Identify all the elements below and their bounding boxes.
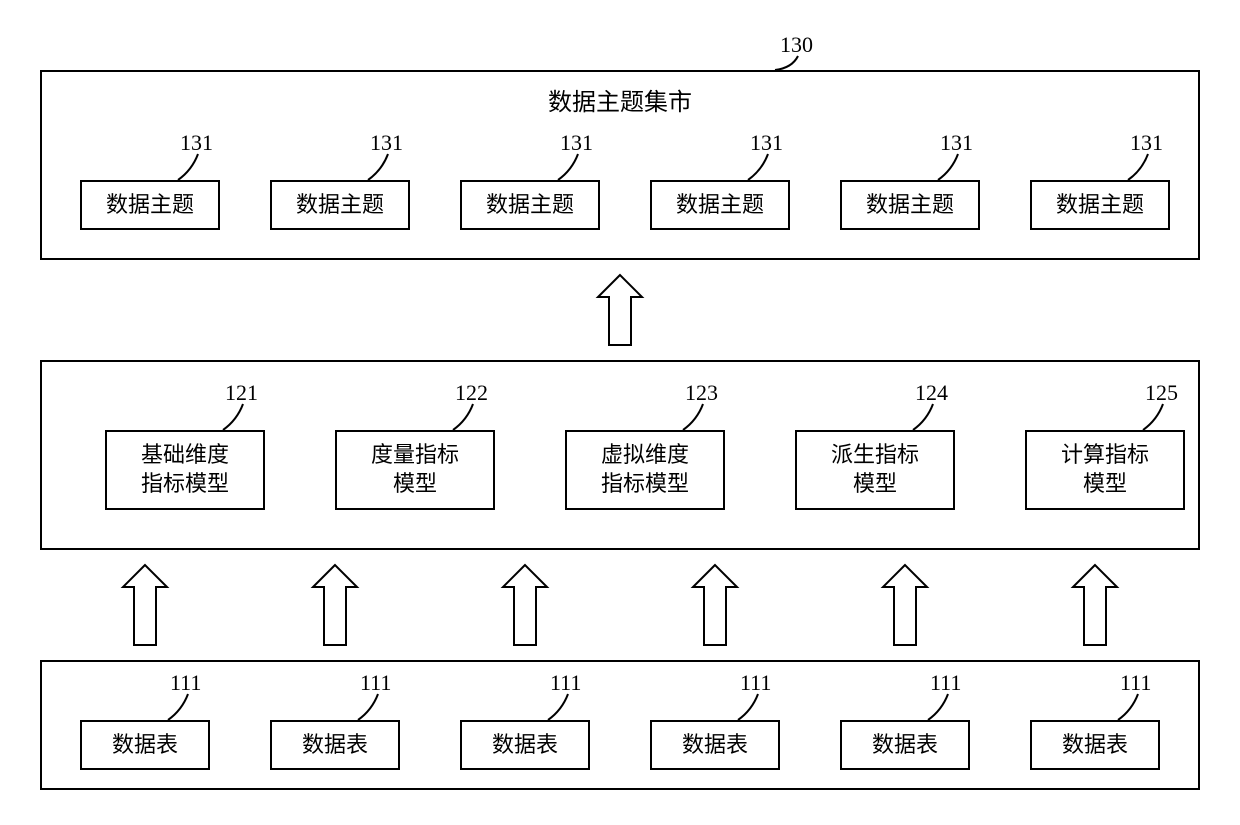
ref-123: 123 (685, 380, 718, 406)
data-table-label: 数据表 (112, 731, 178, 760)
data-table-box: 数据表 (460, 720, 590, 770)
model-box-124: 派生指标 模型 (795, 430, 955, 510)
ref-130: 130 (780, 32, 813, 58)
data-table-label: 数据表 (302, 731, 368, 760)
data-topic-box: 数据主题 (650, 180, 790, 230)
data-table-box: 数据表 (650, 720, 780, 770)
data-table-label: 数据表 (682, 731, 748, 760)
data-topic-box: 数据主题 (80, 180, 220, 230)
model-box-125: 计算指标 模型 (1025, 430, 1185, 510)
ref-131: 131 (750, 130, 783, 156)
data-topic-label: 数据主题 (1056, 191, 1144, 220)
model-box-123: 虚拟维度 指标模型 (565, 430, 725, 510)
ref-131: 131 (370, 130, 403, 156)
top-layer-title: 数据主题集市 (20, 82, 1220, 117)
data-table-box: 数据表 (80, 720, 210, 770)
model-label: 度量指标 模型 (371, 441, 459, 498)
ref-111: 111 (930, 670, 961, 696)
data-table-label: 数据表 (492, 731, 558, 760)
ref-121: 121 (225, 380, 258, 406)
data-topic-label: 数据主题 (106, 191, 194, 220)
ref-111: 111 (550, 670, 581, 696)
data-table-box: 数据表 (270, 720, 400, 770)
ref-111: 111 (360, 670, 391, 696)
data-topic-box: 数据主题 (270, 180, 410, 230)
data-topic-label: 数据主题 (486, 191, 574, 220)
layer-bottom (40, 660, 1200, 790)
ref-111: 111 (740, 670, 771, 696)
model-box-121: 基础维度 指标模型 (105, 430, 265, 510)
model-label: 基础维度 指标模型 (141, 441, 229, 498)
data-topic-box: 数据主题 (460, 180, 600, 230)
data-table-label: 数据表 (872, 731, 938, 760)
ref-122: 122 (455, 380, 488, 406)
ref-111: 111 (1120, 670, 1151, 696)
diagram-canvas: 130 数据主题集市 数据主题 数据主题 数据主题 数据主题 数据主题 数据主题… (20, 20, 1220, 805)
data-topic-box: 数据主题 (1030, 180, 1170, 230)
ref-124: 124 (915, 380, 948, 406)
model-label: 虚拟维度 指标模型 (601, 441, 689, 498)
data-topic-label: 数据主题 (296, 191, 384, 220)
ref-131: 131 (180, 130, 213, 156)
model-label: 派生指标 模型 (831, 441, 919, 498)
ref-131: 131 (1130, 130, 1163, 156)
data-topic-box: 数据主题 (840, 180, 980, 230)
data-table-box: 数据表 (1030, 720, 1160, 770)
model-box-122: 度量指标 模型 (335, 430, 495, 510)
data-topic-label: 数据主题 (866, 191, 954, 220)
model-label: 计算指标 模型 (1061, 441, 1149, 498)
ref-111: 111 (170, 670, 201, 696)
data-table-box: 数据表 (840, 720, 970, 770)
data-table-label: 数据表 (1062, 731, 1128, 760)
ref-131: 131 (560, 130, 593, 156)
ref-131: 131 (940, 130, 973, 156)
data-topic-label: 数据主题 (676, 191, 764, 220)
ref-125: 125 (1145, 380, 1178, 406)
